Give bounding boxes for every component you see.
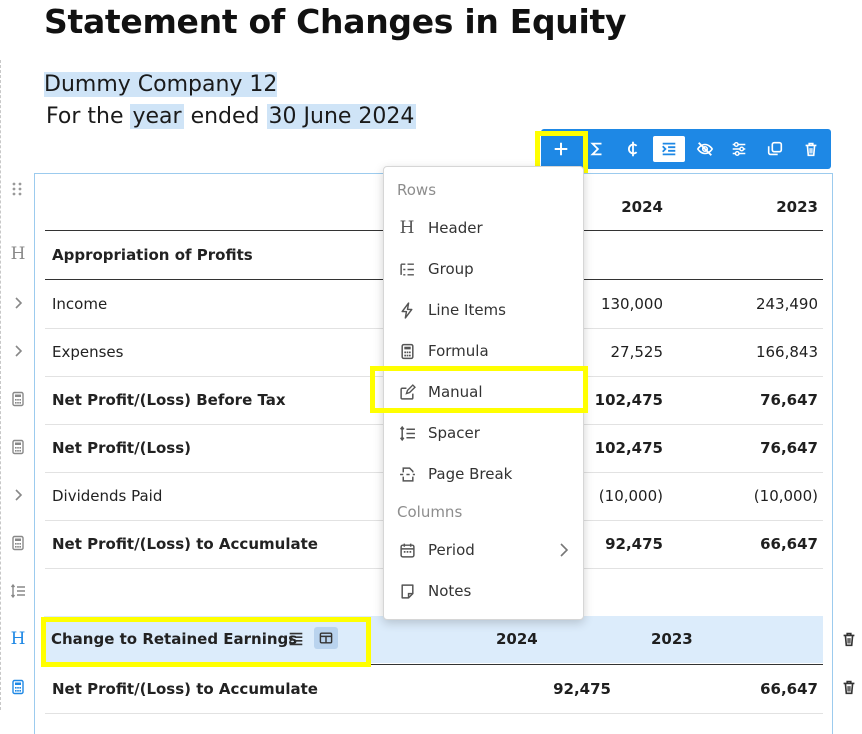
page-break-icon [398, 465, 416, 483]
header-icon: H [399, 218, 415, 238]
row-value-2024: 130,000 [600, 295, 663, 313]
highlight-header-row [41, 617, 371, 667]
row-label: Dividends Paid [52, 487, 163, 505]
delete-row-icon[interactable] [840, 678, 858, 696]
menu-item-line-items[interactable]: Line Items [384, 291, 583, 329]
period-prefix: For the [46, 104, 124, 129]
row-value-2024: 92,475 [605, 535, 663, 553]
row-value-2024: (10,000) [598, 487, 663, 505]
col-header-2023: 2023 [776, 198, 818, 216]
row-value-2023: 243,490 [755, 295, 818, 313]
row-label: Net Profit/(Loss) to Accumulate [52, 535, 318, 553]
row-value-2023: (10,000) [753, 487, 818, 505]
company-name-text: Dummy Company 12 [44, 72, 278, 97]
table-row[interactable]: Net Profit/(Loss) to Accumulate 92,475 6… [45, 664, 823, 714]
menu-item-group[interactable]: Group [384, 250, 583, 288]
indent-icon[interactable] [653, 136, 685, 162]
left-guide-line [0, 60, 1, 710]
chevron-right-icon[interactable] [9, 486, 27, 504]
menu-item-period[interactable]: Period [384, 531, 583, 569]
col-header-2023: 2023 [651, 630, 693, 648]
indent-icon[interactable] [287, 630, 305, 648]
header-icon[interactable]: H [10, 244, 26, 264]
header-icon[interactable]: H [10, 629, 26, 649]
currency-icon[interactable] [620, 136, 646, 162]
row-value-2023: 66,647 [760, 535, 818, 553]
calculator-icon[interactable] [9, 438, 27, 456]
settings-sliders-icon[interactable] [726, 136, 752, 162]
col-header-2024: 2024 [496, 630, 538, 648]
menu-item-label: Period [428, 541, 475, 559]
menu-item-label: Manual [428, 383, 483, 401]
menu-item-label: Page Break [428, 465, 513, 483]
menu-section-rows: Rows [397, 181, 437, 199]
period-mid: ended [190, 104, 260, 129]
row-label: Appropriation of Profits [52, 246, 253, 264]
company-name[interactable]: Dummy Company 12 [44, 72, 278, 97]
note-icon [398, 582, 416, 600]
row-label: Net Profit/(Loss) [52, 439, 192, 457]
chevron-right-icon[interactable] [9, 342, 27, 360]
row-value-2024: 102,475 [594, 391, 663, 409]
lightning-icon [398, 301, 416, 319]
spacer-icon [398, 424, 416, 442]
spacer-icon[interactable] [9, 582, 27, 600]
menu-item-notes[interactable]: Notes [384, 572, 583, 610]
menu-item-label: Notes [428, 582, 472, 600]
menu-item-formula[interactable]: Formula [384, 332, 583, 370]
period-line[interactable]: For the year ended 30 June 2024 [44, 104, 421, 129]
row-label: Net Profit/(Loss) Before Tax [52, 391, 286, 409]
row-label: Income [52, 295, 108, 313]
row-value-2023: 66,647 [760, 680, 818, 698]
calculator-icon [398, 342, 416, 360]
row-value-2024: 102,475 [594, 439, 663, 457]
period-date: 30 June 2024 [266, 104, 417, 129]
menu-item-header[interactable]: H Header [384, 209, 583, 247]
row-value-2023: 166,843 [755, 343, 818, 361]
add-menu-dropdown: Rows H Header Group Line Items Formula M… [383, 166, 584, 620]
col-header-2024: 2024 [621, 198, 663, 216]
row-value-2023: 76,647 [760, 439, 818, 457]
calendar-icon [398, 541, 416, 559]
row-label: Change to Retained Earnings [51, 630, 298, 648]
edit-pencil-icon [398, 383, 416, 401]
menu-item-manual[interactable]: Manual [384, 373, 583, 411]
row-value-2024: 92,475 [553, 680, 611, 698]
table-toolbar [541, 129, 831, 169]
sigma-icon[interactable] [584, 136, 610, 162]
hide-icon[interactable] [692, 136, 718, 162]
menu-item-label: Group [428, 260, 474, 278]
drag-handle-icon[interactable] [11, 181, 27, 199]
row-value-2024: 27,525 [610, 343, 664, 361]
delete-icon[interactable] [798, 136, 824, 162]
chevron-right-icon[interactable] [9, 294, 27, 312]
delete-row-icon[interactable] [840, 630, 858, 648]
duplicate-icon[interactable] [762, 136, 788, 162]
group-icon [398, 260, 416, 278]
columns-layout-icon[interactable] [314, 627, 338, 649]
row-label: Expenses [52, 343, 124, 361]
add-icon[interactable] [548, 136, 574, 162]
menu-section-columns: Columns [397, 503, 463, 521]
calculator-icon[interactable] [9, 390, 27, 408]
calculator-icon[interactable] [9, 534, 27, 552]
page-title: Statement of Changes in Equity [44, 2, 627, 41]
menu-item-page-break[interactable]: Page Break [384, 455, 583, 493]
menu-item-label: Spacer [428, 424, 480, 442]
highlight-manual-item [370, 366, 588, 413]
menu-item-label: Line Items [428, 301, 506, 319]
chevron-right-icon [560, 543, 569, 557]
row-label: Net Profit/(Loss) to Accumulate [52, 680, 318, 698]
menu-item-label: Formula [428, 342, 489, 360]
calculator-icon[interactable] [9, 678, 27, 696]
menu-item-label: Header [428, 219, 483, 237]
period-unit: year [130, 104, 184, 129]
menu-item-spacer[interactable]: Spacer [384, 414, 583, 452]
retained-earnings-header-row[interactable]: Change to Retained Earnings 2024 2023 [44, 616, 823, 663]
row-value-2023: 76,647 [760, 391, 818, 409]
